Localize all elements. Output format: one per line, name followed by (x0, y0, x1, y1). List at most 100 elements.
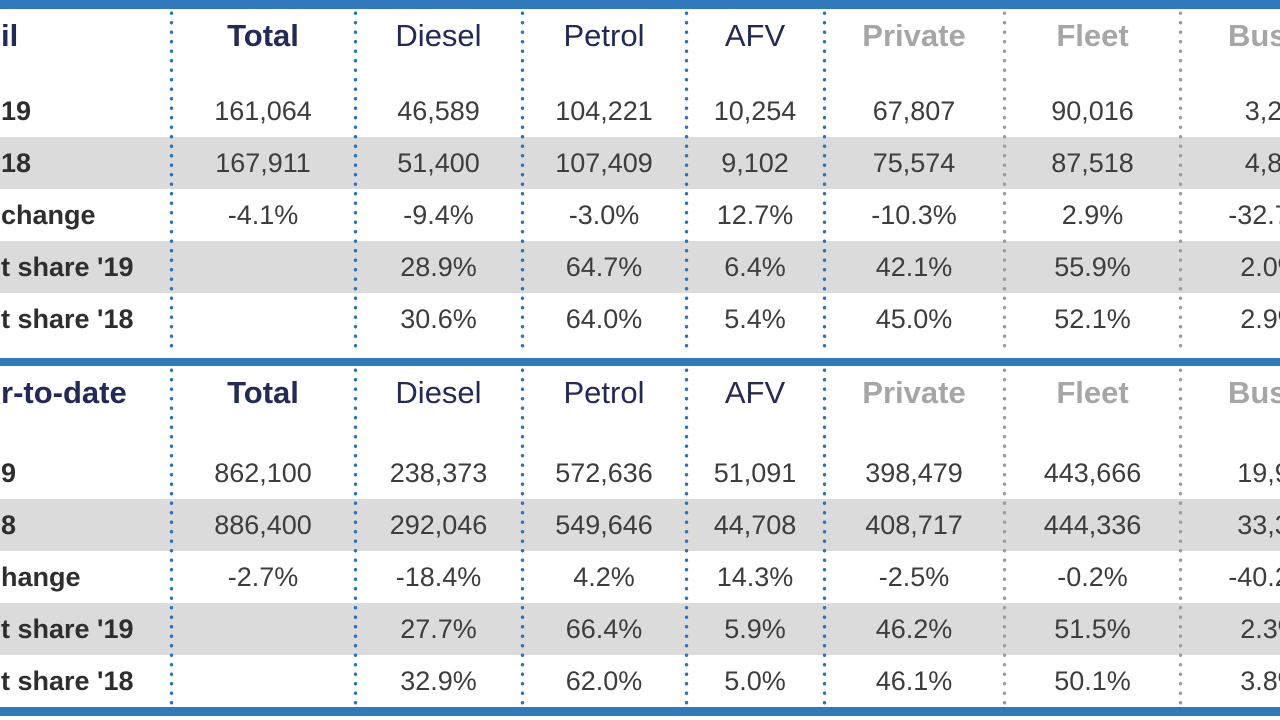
cell-petrol: 572,636 (555, 458, 653, 488)
bottom-rule (0, 707, 1280, 716)
cell-afv: 6.4% (724, 252, 786, 282)
table-row-apr-19: 19 161,064 46,589 104,221 10,254 67,807 … (0, 85, 1280, 137)
column-divider (353, 11, 358, 353)
cell-business: -32.7% (1228, 200, 1280, 230)
cell-business: 2.0% (1240, 252, 1280, 282)
row-label: t share '18 (1, 304, 134, 334)
cell-business: 33,34 (1237, 510, 1280, 540)
cell-petrol: 549,646 (555, 510, 653, 540)
cell-fleet: 51.5% (1054, 614, 1131, 644)
cell-private: -10.3% (871, 200, 957, 230)
row-label: 19 (1, 96, 32, 126)
column-divider (684, 11, 689, 353)
cell-diesel: 28.9% (400, 252, 477, 282)
cell-business: 2.9% (1240, 304, 1280, 334)
column-header-afv: AFV (724, 375, 786, 410)
column-divider (520, 11, 525, 353)
year-to-date-table: r-to-date Total Diesel Petrol AFV Privat… (0, 366, 1280, 707)
column-divider (169, 368, 174, 705)
cell-private: 45.0% (875, 304, 953, 334)
column-divider (822, 11, 827, 353)
cell-total: -2.7% (227, 562, 299, 592)
cell-private: 67,807 (872, 96, 956, 126)
cell-fleet: 52.1% (1054, 304, 1131, 334)
table-row-apr-18: 18 167,911 51,400 107,409 9,102 75,574 8… (0, 137, 1280, 189)
row-label: t share '19 (1, 252, 134, 282)
cell-diesel: 238,373 (389, 458, 488, 488)
cell-total (171, 655, 355, 707)
cell-total (171, 293, 355, 345)
table-row-ytd-18: 8 886,400 292,046 549,646 44,708 408,717… (0, 499, 1280, 551)
column-divider (353, 368, 358, 705)
table-row-ytd-share-19: t share '19 27.7% 66.4% 5.9% 46.2% 51.5%… (0, 603, 1280, 655)
cell-total: -4.1% (227, 200, 299, 230)
cell-petrol: 64.7% (565, 252, 643, 282)
column-header-fleet: Fleet (1056, 18, 1129, 53)
column-header-private: Private (862, 18, 966, 53)
column-header-business: Busin (1227, 18, 1280, 53)
cell-diesel: 30.6% (400, 304, 477, 334)
cell-fleet: 50.1% (1054, 666, 1131, 696)
cell-business: 4,81 (1244, 148, 1280, 178)
column-header-business: Busin (1227, 375, 1280, 410)
cell-afv: 9,102 (721, 148, 789, 178)
cell-total: 167,911 (215, 148, 311, 178)
cell-afv: 51,091 (713, 458, 797, 488)
april-table: il Total Diesel Petrol AFV Private Fleet… (0, 9, 1280, 358)
cell-business: 19,95 (1237, 458, 1280, 488)
column-header-fleet: Fleet (1056, 375, 1129, 410)
table-row-apr-share-18: t share '18 30.6% 64.0% 5.4% 45.0% 52.1%… (0, 293, 1280, 345)
cell-fleet: 90,016 (1051, 96, 1134, 126)
table-row-apr-change: change -4.1% -9.4% -3.0% 12.7% -10.3% 2.… (0, 189, 1280, 241)
cell-petrol: 64.0% (565, 304, 643, 334)
column-header-petrol: Petrol (563, 18, 645, 53)
column-divider (1002, 11, 1007, 353)
cell-total: 161,064 (214, 96, 312, 126)
cell-diesel: 46,589 (397, 96, 480, 126)
middle-rule (0, 358, 1280, 366)
cell-fleet: -0.2% (1057, 562, 1128, 592)
cell-private: 42.1% (875, 252, 953, 282)
cell-afv: 5.9% (724, 614, 786, 644)
april-table-title: il (1, 18, 19, 53)
row-label: 8 (1, 510, 17, 540)
column-header-petrol: Petrol (563, 375, 645, 410)
cell-diesel: -18.4% (395, 562, 482, 592)
table-row-ytd-19: 9 862,100 238,373 572,636 51,091 398,479… (0, 447, 1280, 499)
cell-business: 3.8% (1240, 666, 1280, 696)
cell-business: 3,24 (1244, 96, 1280, 126)
column-divider (1178, 11, 1183, 353)
cell-total: 862,100 (214, 458, 312, 488)
cell-fleet: 2.9% (1061, 200, 1124, 230)
cell-afv: 5.0% (724, 666, 786, 696)
row-label: hange (1, 562, 81, 592)
cell-business: -40.2% (1228, 562, 1280, 592)
cell-petrol: 104,221 (555, 96, 653, 126)
cell-private: -2.5% (878, 562, 950, 592)
row-label: t share '18 (1, 666, 134, 696)
cell-petrol: 4.2% (573, 562, 635, 592)
cell-private: 75,574 (872, 148, 956, 178)
cell-petrol: 62.0% (565, 666, 643, 696)
column-header-private: Private (862, 375, 966, 410)
column-divider (169, 11, 174, 353)
cell-fleet: 444,336 (1043, 510, 1142, 540)
cell-petrol: 66.4% (565, 614, 643, 644)
table-row-ytd-share-18: t share '18 32.9% 62.0% 5.0% 46.1% 50.1%… (0, 655, 1280, 707)
cell-afv: 44,708 (713, 510, 797, 540)
column-header-diesel: Diesel (395, 375, 482, 410)
cell-fleet: 55.9% (1054, 252, 1131, 282)
column-header-total: Total (227, 375, 299, 410)
cell-fleet: 443,666 (1043, 458, 1142, 488)
cell-diesel: 292,046 (389, 510, 488, 540)
ytd-table-title: r-to-date (1, 375, 127, 410)
cell-total (171, 603, 355, 655)
row-label: 18 (1, 148, 32, 178)
cell-afv: 14.3% (716, 562, 794, 592)
cell-petrol: -3.0% (568, 200, 640, 230)
column-header-total: Total (227, 18, 299, 53)
column-header-afv: AFV (724, 18, 786, 53)
cell-private: 46.2% (875, 614, 953, 644)
cell-fleet: 87,518 (1051, 148, 1134, 178)
column-divider (1178, 368, 1183, 705)
